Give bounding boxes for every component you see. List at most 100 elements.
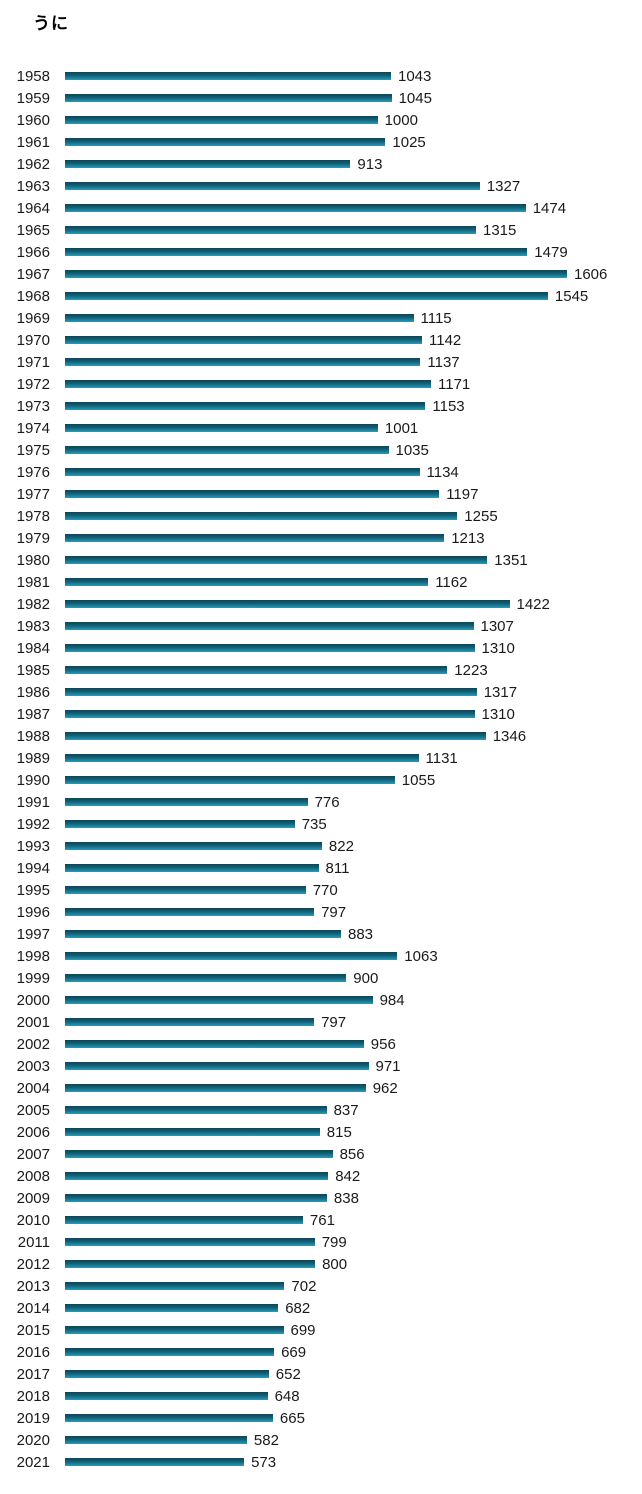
bar (65, 94, 392, 102)
year-label: 1962 (16, 155, 50, 173)
bar-row: 1966 1479 (0, 241, 642, 263)
value-label: 837 (333, 1101, 359, 1119)
bar-row: 2019 665 (0, 1407, 642, 1429)
bar (65, 160, 351, 168)
value-label: 1197 (446, 485, 479, 503)
year-label: 1964 (16, 199, 50, 217)
value-label: 1142 (429, 331, 462, 349)
value-label: 956 (370, 1035, 396, 1053)
bar-row: 2011 799 (0, 1231, 642, 1253)
year-label: 1980 (16, 551, 50, 569)
year-label: 2005 (16, 1101, 50, 1119)
bar (65, 1128, 320, 1136)
bar-row: 2008 842 (0, 1165, 642, 1187)
year-label: 1997 (16, 925, 50, 943)
value-label: 1025 (392, 133, 426, 151)
year-label: 1967 (16, 265, 50, 283)
bar (65, 1458, 245, 1466)
value-label: 984 (379, 991, 405, 1009)
year-label: 1989 (16, 749, 50, 767)
bar-row: 1979 1213 (0, 527, 642, 549)
bar (65, 864, 319, 872)
year-label: 2002 (16, 1035, 50, 1053)
bar (65, 754, 419, 762)
bar (65, 798, 308, 806)
year-label: 1985 (16, 661, 50, 679)
value-label: 1310 (481, 639, 515, 657)
year-label: 2015 (16, 1321, 50, 1339)
value-label: 1131 (425, 749, 458, 767)
bar (65, 556, 488, 564)
value-label: 648 (274, 1387, 300, 1405)
value-label: 800 (322, 1255, 348, 1273)
bar-row: 1989 1131 (0, 747, 642, 769)
value-label: 1001 (384, 419, 419, 437)
bar-row: 2001 797 (0, 1011, 642, 1033)
bar (65, 1370, 269, 1378)
bar (65, 622, 474, 630)
bar-row: 2005 837 (0, 1099, 642, 1121)
value-label: 1422 (516, 595, 550, 613)
year-label: 1988 (16, 727, 50, 745)
value-label: 1307 (480, 617, 514, 635)
value-label: 1115 (420, 309, 452, 327)
year-label: 1977 (16, 485, 50, 503)
value-label: 822 (328, 837, 354, 855)
bar (65, 952, 398, 960)
bar-row: 1994 811 (0, 857, 642, 879)
bar (65, 1414, 273, 1422)
bar (65, 1172, 329, 1180)
value-label: 842 (335, 1167, 361, 1185)
value-label: 856 (339, 1145, 365, 1163)
year-label: 1990 (16, 771, 50, 789)
bar (65, 1392, 268, 1400)
bar-row: 2015 699 (0, 1319, 642, 1341)
bar-row: 1977 1197 (0, 483, 642, 505)
bar (65, 974, 347, 982)
bar (65, 1326, 284, 1334)
bar (65, 842, 322, 850)
year-label: 2001 (16, 1013, 50, 1031)
bar (65, 138, 386, 146)
bar (65, 248, 528, 256)
value-label: 1223 (454, 661, 488, 679)
bar (65, 1150, 333, 1158)
bar-row: 2012 800 (0, 1253, 642, 1275)
value-label: 1063 (404, 947, 438, 965)
bar-row: 1996 797 (0, 901, 642, 923)
bar (65, 1238, 315, 1246)
bar-row: 1976 1134 (0, 461, 642, 483)
bar (65, 996, 373, 1004)
value-label: 913 (357, 155, 383, 173)
year-label: 1991 (16, 793, 50, 811)
bar (65, 1194, 327, 1202)
year-label: 1996 (16, 903, 50, 921)
value-label: 1327 (486, 177, 521, 195)
bar-row: 1972 1171 (0, 373, 642, 395)
value-label: 971 (375, 1057, 401, 1075)
bar (65, 182, 480, 190)
bar-row: 2000 984 (0, 989, 642, 1011)
bar-row: 1960 1000 (0, 109, 642, 131)
year-label: 2020 (16, 1431, 50, 1449)
bar-row: 2020 582 (0, 1429, 642, 1451)
bar-row: 1969 1115 (0, 307, 642, 329)
value-label: 582 (253, 1431, 279, 1449)
year-label: 2007 (16, 1145, 50, 1163)
year-label: 1994 (16, 859, 50, 877)
bar-row: 1992 735 (0, 813, 642, 835)
value-label: 699 (290, 1321, 316, 1339)
year-label: 1958 (16, 67, 50, 85)
value-label: 1000 (384, 111, 418, 129)
value-label: 1310 (481, 705, 515, 723)
year-label: 1978 (16, 507, 50, 525)
bar-row: 1962 913 (0, 153, 642, 175)
year-label: 1970 (16, 331, 50, 349)
bar-row: 1999 900 (0, 967, 642, 989)
year-label: 1961 (16, 133, 50, 151)
year-label: 1982 (16, 595, 50, 613)
year-label: 2013 (16, 1277, 50, 1295)
bar (65, 1436, 247, 1444)
bar (65, 358, 421, 366)
year-label: 2000 (16, 991, 50, 1009)
